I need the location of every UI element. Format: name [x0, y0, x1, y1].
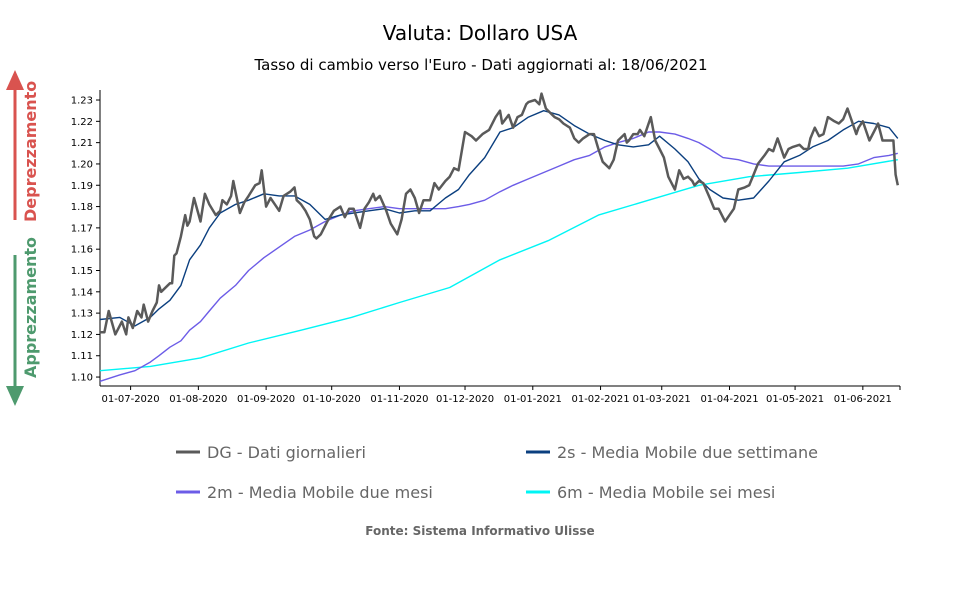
- x-tick-label: 01-08-2020: [169, 394, 227, 405]
- appreciation-indicator: Apprezzamento: [6, 237, 40, 406]
- x-ticks: 01-07-2020 01-08-2020 01-09-2020 01-10-2020…: [102, 386, 892, 405]
- y-tick-label: 1.13: [71, 309, 93, 320]
- y-tick-label: 1.21: [71, 138, 93, 149]
- x-tick-label: 01-02-2021: [571, 394, 629, 405]
- y-tick-label: 1.23: [71, 96, 93, 107]
- x-tick-label: 01-07-2020: [102, 394, 160, 405]
- y-tick-label: 1.11: [71, 351, 93, 362]
- x-tick-label: 01-09-2020: [237, 394, 295, 405]
- x-tick-label: 01-12-2020: [436, 394, 494, 405]
- y-tick-label: 1.22: [71, 117, 93, 128]
- legend-item-6m: 6m - Media Mobile sei mesi: [526, 483, 775, 502]
- series-line-6m: [99, 159, 898, 372]
- appreciation-label: Apprezzamento: [21, 237, 40, 378]
- x-tick-label: 01-05-2021: [766, 394, 824, 405]
- chart-title: Valuta: Dollaro USA: [383, 21, 578, 45]
- source-note: Fonte: Sistema Informativo Ulisse: [365, 524, 594, 538]
- y-tick-label: 1.19: [71, 181, 93, 192]
- y-tick-label: 1.18: [71, 202, 93, 213]
- legend-label: 2s - Media Mobile due settimane: [557, 443, 818, 462]
- chart-subtitle: Tasso di cambio verso l'Euro - Dati aggi…: [253, 56, 707, 74]
- x-tick-label: 01-06-2021: [834, 394, 892, 405]
- legend-item-2s: 2s - Media Mobile due settimane: [526, 443, 818, 462]
- y-tick-label: 1.20: [71, 159, 93, 170]
- depreciation-indicator: Deprezzamento: [6, 70, 40, 222]
- legend-label: 6m - Media Mobile sei mesi: [557, 483, 775, 502]
- y-tick-label: 1.10: [71, 373, 93, 384]
- y-tick-label: 1.14: [71, 287, 93, 298]
- legend: DG - Dati giornalieri 2s - Media Mobile …: [176, 443, 818, 502]
- y-tick-label: 1.15: [71, 266, 93, 277]
- series-line-dg: [100, 92, 900, 336]
- y-ticks: 1.10 1.11 1.12 1.13 1.14 1.15 1.16 1.17 1.18 1.19…: [71, 96, 100, 384]
- axes: [99, 90, 901, 390]
- y-tick-label: 1.12: [71, 330, 93, 341]
- legend-item-dg: DG - Dati giornalieri: [176, 443, 366, 462]
- x-tick-label: 01-01-2021: [504, 394, 562, 405]
- legend-item-2m: 2m - Media Mobile due mesi: [176, 483, 433, 502]
- legend-label: 2m - Media Mobile due mesi: [207, 483, 433, 502]
- x-tick-label: 01-11-2020: [370, 394, 428, 405]
- y-tick-label: 1.17: [71, 223, 93, 234]
- x-tick-label: 01-10-2020: [303, 394, 361, 405]
- depreciation-label: Deprezzamento: [21, 81, 40, 222]
- down-arrow-icon: [6, 386, 24, 406]
- legend-label: DG - Dati giornalieri: [207, 443, 366, 462]
- series-line-2s: [99, 110, 899, 327]
- series-line-2m: [99, 131, 898, 382]
- y-tick-label: 1.16: [71, 245, 93, 256]
- series-lines: [99, 92, 900, 382]
- up-arrow-icon: [6, 70, 24, 90]
- x-tick-label: 01-03-2021: [633, 394, 691, 405]
- x-tick-label: 01-04-2021: [700, 394, 758, 405]
